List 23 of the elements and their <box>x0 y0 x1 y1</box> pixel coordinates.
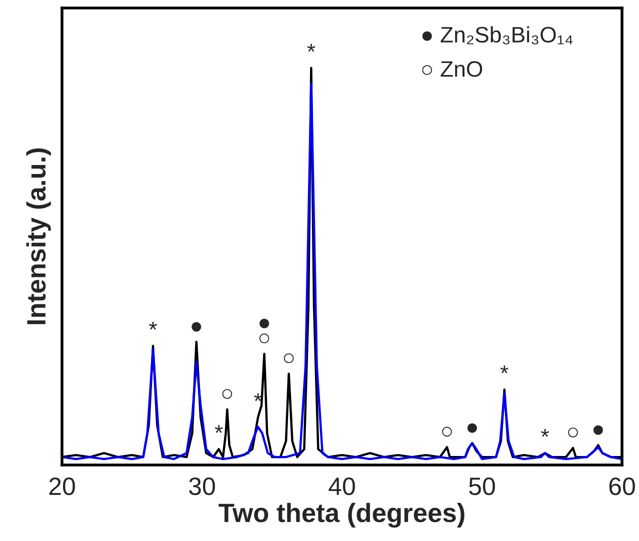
annotation: ○ <box>259 333 270 344</box>
annotation: ○ <box>568 428 578 438</box>
annotation: ● <box>260 318 270 328</box>
annotation: ● <box>593 425 603 435</box>
x-tick-label: 60 <box>609 477 635 496</box>
x-tick-label: 30 <box>189 477 215 496</box>
annotation: * <box>214 425 223 433</box>
x-tick-label: 50 <box>469 477 495 496</box>
annotation: ○ ZnO <box>422 61 482 77</box>
annotation: ○ <box>222 389 232 399</box>
annotation: ● <box>467 423 477 433</box>
annotation: * <box>500 365 508 374</box>
text: ● Zn₂Sb₃Bi₃O₁₄ <box>422 26 573 44</box>
y-axis-title: Intensity (a.u.) <box>26 148 51 324</box>
x-axis-title: Two theta (degrees) <box>218 502 464 528</box>
annotation: ○ <box>284 353 294 364</box>
annotation: * <box>541 429 549 437</box>
x-tick-label: 20 <box>49 477 75 496</box>
annotation: ● <box>192 322 202 332</box>
x-tick-label: 40 <box>328 477 355 496</box>
annotation: * <box>307 44 316 52</box>
annotation: ○ <box>442 426 452 437</box>
annotation: * <box>149 322 157 330</box>
